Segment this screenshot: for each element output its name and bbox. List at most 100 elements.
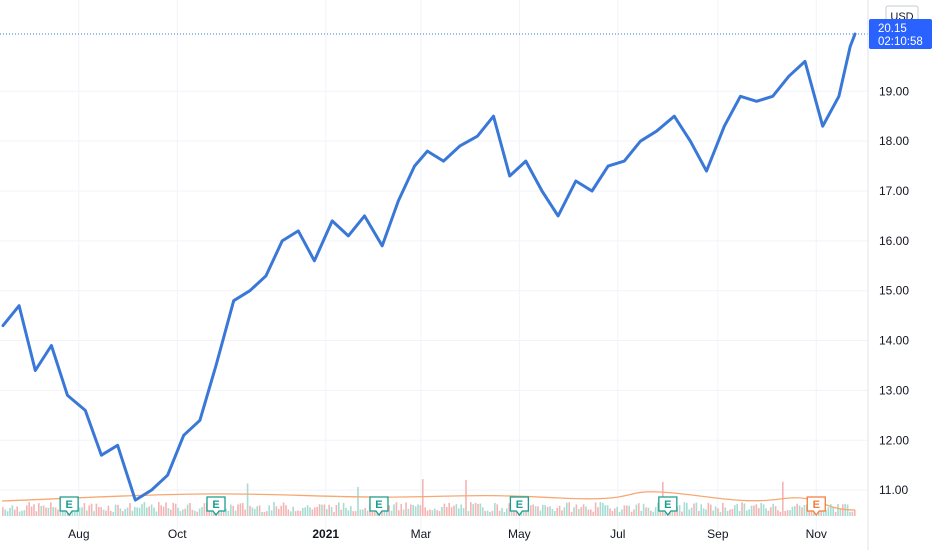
volume-bar bbox=[551, 509, 554, 516]
volume-bar bbox=[839, 509, 842, 516]
volume-bar bbox=[126, 507, 129, 516]
volume-bar bbox=[232, 505, 234, 516]
volume-bar bbox=[290, 511, 292, 516]
price-tag-value: 20.15 bbox=[878, 23, 907, 35]
earnings-label: E bbox=[65, 499, 72, 511]
volume-ma-line bbox=[1, 491, 856, 511]
volume-bar bbox=[770, 507, 772, 516]
earnings-marker[interactable]: E bbox=[369, 496, 389, 517]
volume-bar bbox=[251, 507, 254, 516]
volume-bar bbox=[592, 511, 594, 516]
volume-bar bbox=[98, 507, 100, 516]
earnings-label: E bbox=[375, 499, 382, 511]
volume-bar bbox=[688, 509, 690, 516]
volume-bar bbox=[340, 509, 342, 516]
volume-bar bbox=[786, 510, 789, 516]
price-tag: 20.15 02:10:58 bbox=[869, 19, 932, 49]
volume-bar bbox=[750, 505, 753, 516]
volume-bar bbox=[239, 503, 242, 516]
volume-bar bbox=[261, 511, 263, 516]
volume-bar bbox=[285, 505, 287, 516]
volume-bar bbox=[52, 507, 54, 516]
volume-bar bbox=[748, 509, 750, 516]
volume-bar bbox=[342, 502, 345, 516]
volume-bar bbox=[494, 502, 496, 516]
volume-bar bbox=[57, 509, 59, 516]
y-tick-label: 11.00 bbox=[879, 483, 908, 497]
volume-bar bbox=[40, 505, 42, 516]
volume-bar bbox=[45, 507, 47, 516]
volume-bar bbox=[808, 511, 810, 516]
price-tag-countdown: 02:10:58 bbox=[878, 36, 923, 48]
volume-bar bbox=[698, 510, 700, 516]
volume-bar bbox=[784, 510, 786, 516]
volume-bar bbox=[585, 506, 587, 516]
volume-bar bbox=[429, 509, 431, 516]
volume-bar bbox=[582, 504, 585, 516]
volume-bar bbox=[88, 505, 90, 516]
volume-bar bbox=[306, 505, 309, 516]
volume-bar bbox=[614, 508, 616, 516]
volume-bar bbox=[717, 508, 719, 516]
volume-bar bbox=[150, 504, 153, 516]
volume-bar bbox=[556, 507, 558, 516]
volume-bar bbox=[419, 505, 422, 516]
volume-bar bbox=[323, 504, 326, 516]
volume-bar bbox=[422, 479, 424, 516]
volume-bar bbox=[774, 506, 777, 516]
volume-bar bbox=[652, 511, 654, 516]
volume-bar bbox=[47, 507, 50, 516]
volume-bar bbox=[23, 510, 26, 516]
volume-bar bbox=[230, 504, 232, 516]
volume-bar bbox=[304, 507, 306, 516]
volume-bar bbox=[393, 504, 395, 516]
earnings-marker[interactable]: E bbox=[59, 496, 79, 517]
volume-bar bbox=[410, 504, 412, 516]
volume-bar bbox=[174, 503, 177, 516]
volume-bar bbox=[400, 504, 402, 516]
volume-bar bbox=[825, 510, 827, 516]
volume-bar bbox=[249, 505, 251, 516]
volume-bar bbox=[119, 508, 122, 516]
volume-bar bbox=[539, 510, 542, 516]
volume-bar bbox=[803, 504, 806, 516]
volume-bar bbox=[486, 510, 489, 516]
volume-bar bbox=[165, 502, 167, 516]
volume-bar bbox=[618, 511, 621, 516]
volume-bar bbox=[242, 503, 244, 516]
volume-bar bbox=[124, 508, 126, 516]
volume-bar bbox=[318, 504, 321, 516]
volume-bar bbox=[779, 511, 782, 516]
volume-bar bbox=[153, 507, 155, 516]
volume-bar bbox=[602, 502, 604, 516]
volume-bar bbox=[604, 505, 606, 516]
earnings-marker[interactable]: E bbox=[206, 496, 226, 517]
volume-bar bbox=[117, 504, 119, 516]
volume-bar bbox=[479, 503, 482, 516]
earnings-marker[interactable]: E bbox=[806, 496, 826, 517]
volume-bar bbox=[606, 505, 609, 516]
earnings-marker[interactable]: E bbox=[658, 496, 678, 517]
earnings-marker[interactable]: E bbox=[509, 496, 530, 517]
volume-bar bbox=[587, 509, 590, 516]
volume-bar bbox=[201, 507, 203, 516]
volume-bar bbox=[354, 511, 357, 516]
volume-bar bbox=[141, 504, 143, 516]
volume-bar bbox=[753, 505, 755, 516]
x-tick-label: Jul bbox=[610, 527, 625, 541]
volume-bar bbox=[110, 510, 112, 516]
volume-bar bbox=[705, 509, 707, 516]
volume-bar bbox=[568, 502, 570, 516]
volume-bar bbox=[537, 506, 539, 516]
volume-bar bbox=[796, 503, 798, 516]
volume-bar bbox=[321, 504, 323, 516]
volume-bar bbox=[191, 509, 194, 516]
volume-bar bbox=[441, 506, 443, 516]
volume-bar bbox=[86, 510, 88, 516]
volume-bar bbox=[395, 502, 398, 516]
volume-bar bbox=[198, 508, 201, 516]
volume-bar bbox=[158, 502, 160, 516]
volume-bar bbox=[42, 505, 45, 516]
